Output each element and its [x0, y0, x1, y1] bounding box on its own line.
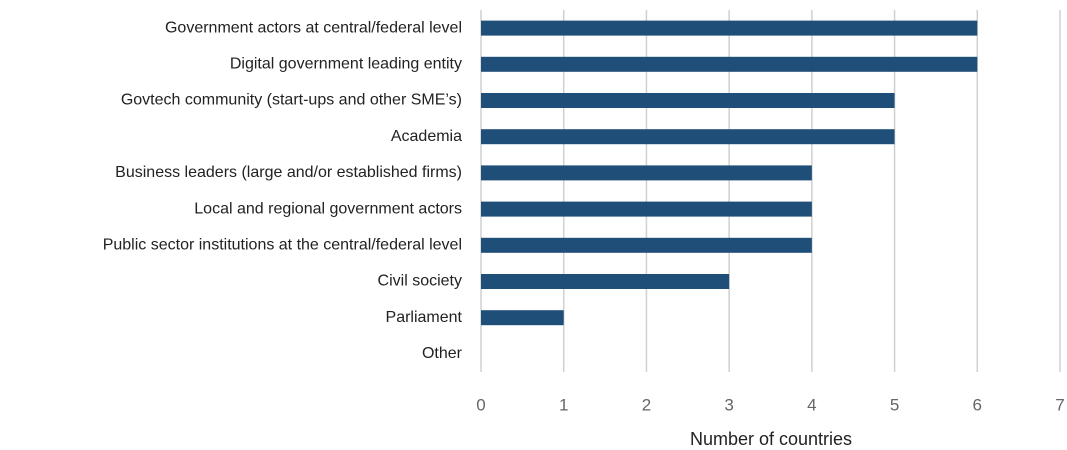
x-axis-title: Number of countries [690, 429, 852, 449]
x-tick-label: 6 [973, 395, 982, 414]
x-tick-label: 4 [807, 395, 816, 414]
bar [481, 129, 895, 145]
bar [481, 237, 812, 253]
y-tick-label: Business leaders (large and/or establish… [115, 164, 462, 181]
y-tick-label: Other [422, 345, 463, 362]
x-tick-label: 5 [890, 395, 899, 414]
x-tick-label: 2 [642, 395, 651, 414]
y-tick-label: Civil society [378, 273, 462, 290]
x-tick-label: 3 [724, 395, 733, 414]
x-tick-label: 7 [1055, 395, 1064, 414]
x-tick-label: 1 [559, 395, 568, 414]
bar [481, 274, 730, 289]
x-tick-label: 0 [476, 395, 485, 414]
y-tick-label: Government actors at central/federal lev… [165, 19, 462, 36]
y-tick-label: Academia [391, 128, 462, 145]
bar [481, 165, 812, 181]
y-tick-label: Public sector institutions at the centra… [103, 237, 462, 254]
bar [481, 201, 812, 217]
y-tick-label: Local and regional government actors [194, 200, 462, 217]
y-tick-label: Govtech community (start-ups and other S… [121, 92, 462, 109]
bar [481, 56, 978, 72]
bar [481, 93, 895, 108]
bar [481, 310, 564, 326]
bar [481, 20, 978, 36]
y-tick-label: Digital government leading entity [230, 56, 462, 73]
y-tick-label: Parliament [386, 309, 463, 326]
